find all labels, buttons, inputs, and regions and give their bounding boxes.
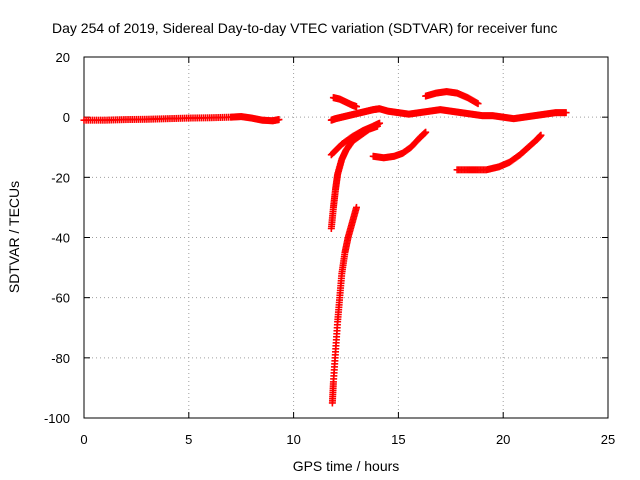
y-axis-label: SDTVAR / TECUs	[6, 181, 22, 293]
data-point	[422, 128, 430, 136]
data-point	[562, 109, 570, 117]
y-tick-label: -80	[51, 351, 70, 366]
data-points	[80, 88, 570, 407]
chart-title: Day 254 of 2019, Sidereal Day-to-day VTE…	[52, 20, 558, 36]
series-3	[422, 88, 482, 108]
x-tick-label: 10	[286, 432, 300, 447]
x-tick-label: 0	[80, 432, 87, 447]
series-5	[327, 122, 381, 232]
data-point	[352, 103, 360, 111]
x-tick-label: 15	[391, 432, 405, 447]
grid	[84, 57, 608, 418]
x-tick-label: 25	[601, 432, 615, 447]
data-point	[352, 203, 360, 211]
series-2	[329, 94, 360, 111]
y-tick-label: 20	[56, 50, 70, 65]
x-tick-label: 20	[496, 432, 510, 447]
y-tick-label: -60	[51, 291, 70, 306]
series-6	[369, 128, 430, 162]
x-tick-label: 5	[185, 432, 192, 447]
y-tick-label: -40	[51, 231, 70, 246]
data-point	[474, 100, 482, 108]
series-1	[327, 105, 570, 124]
data-point	[537, 131, 545, 139]
x-axis-label: GPS time / hours	[293, 458, 400, 474]
tick-labels: 0 5 10 15 20 25 -100 -80 -60 -40 -20 0 20	[44, 50, 615, 447]
y-tick-label: 0	[63, 110, 70, 125]
y-tick-label: -100	[44, 411, 70, 426]
data-point	[275, 116, 283, 124]
series-7	[328, 203, 360, 407]
data-point	[373, 122, 381, 130]
axis-ticks	[83, 56, 609, 419]
y-tick-label: -20	[51, 170, 70, 185]
series-0	[80, 113, 283, 125]
series-8	[453, 131, 545, 174]
